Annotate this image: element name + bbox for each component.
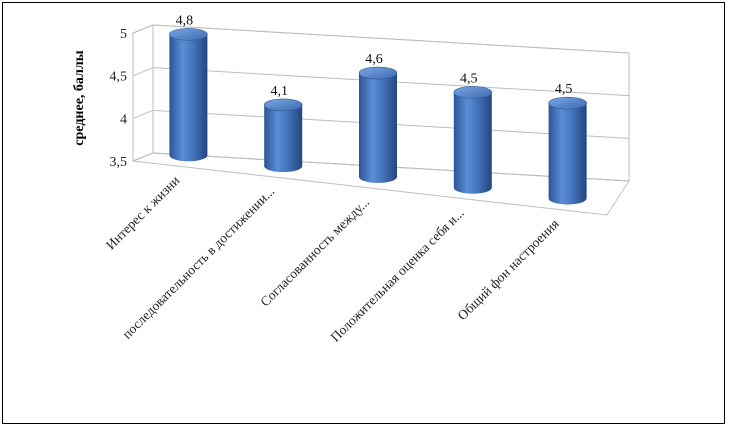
bar [263,98,303,173]
side-wall [132,24,154,162]
data-label: 4,1 [270,84,288,99]
y-tick-label: 4 [120,112,127,127]
bar [548,96,587,205]
category-label: Интерес к жизни [103,173,183,253]
bar [169,28,208,162]
y-tick-label: 4,5 [110,70,128,85]
gridline [152,24,630,54]
bars [169,28,587,205]
y-tick-label: 3,5 [110,155,128,170]
data-label: 4,8 [176,13,194,28]
gridline-side [132,109,154,119]
gridline-side [132,24,154,34]
category-label: Общий фон настроения [455,216,562,323]
data-labels: 4,8 4,1 4,6 4,5 4,5 [176,13,573,99]
bar-top [548,96,587,110]
gridline-side [132,152,154,162]
category-label: Согласованность между... [257,194,372,309]
bar-top [169,28,208,41]
bar [358,66,398,183]
data-label: 4,6 [365,52,383,67]
bar-top [358,66,398,80]
bar [453,86,493,194]
bar-body [453,92,492,194]
cylinder-bar-chart: 3,5 4 4,5 5 4,8 4,1 4,6 4,5 4,5 Интерес к жизни… [72,13,630,345]
bar-top [453,86,493,99]
chart-frame: 3,5 4 4,5 5 4,8 4,1 4,6 4,5 4,5 Интерес к жизни… [2,2,725,424]
y-axis-label: среднее, баллы [72,50,87,145]
bar-body [548,103,587,205]
y-axis-ticks: 3,5 4 4,5 5 [110,27,128,170]
y-tick-label: 5 [120,27,127,42]
bar-top [263,98,303,112]
data-label: 4,5 [460,71,478,86]
data-label: 4,5 [555,82,573,97]
bar-body [169,34,208,162]
bar-body [264,104,303,173]
bar-body [359,73,397,183]
gridline-side [132,67,154,77]
